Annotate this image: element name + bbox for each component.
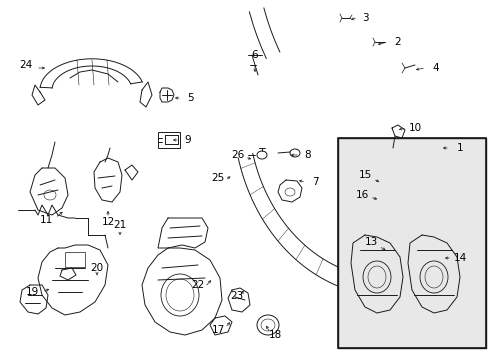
Bar [337, 138, 485, 348]
Text: 17: 17 [211, 325, 224, 335]
Text: 21: 21 [113, 220, 126, 230]
Text: 16: 16 [355, 190, 368, 200]
Text: 5: 5 [187, 93, 194, 103]
Text: 26: 26 [231, 150, 244, 160]
Text: 13: 13 [364, 237, 377, 247]
Text: 2: 2 [394, 37, 401, 47]
Text: 6: 6 [251, 50, 258, 60]
Text: 18: 18 [268, 330, 281, 340]
Bar [337, 138, 485, 348]
Text: 15: 15 [358, 170, 371, 180]
Text: 23: 23 [230, 291, 243, 301]
Text: 20: 20 [90, 263, 103, 273]
Text: 7: 7 [311, 177, 318, 187]
Text: 12: 12 [101, 217, 114, 227]
Text: 9: 9 [184, 135, 191, 145]
Text: 24: 24 [20, 60, 33, 70]
Text: 1: 1 [456, 143, 462, 153]
Text: 11: 11 [40, 215, 53, 225]
Bar [65, 252, 85, 267]
Text: 3: 3 [361, 13, 367, 23]
Bar [158, 132, 180, 148]
Text: 14: 14 [452, 253, 466, 263]
Text: 10: 10 [407, 123, 421, 133]
Text: 4: 4 [432, 63, 438, 73]
Text: 25: 25 [211, 173, 224, 183]
Text: 22: 22 [191, 280, 204, 290]
Text: 19: 19 [25, 287, 39, 297]
Text: 8: 8 [304, 150, 311, 160]
